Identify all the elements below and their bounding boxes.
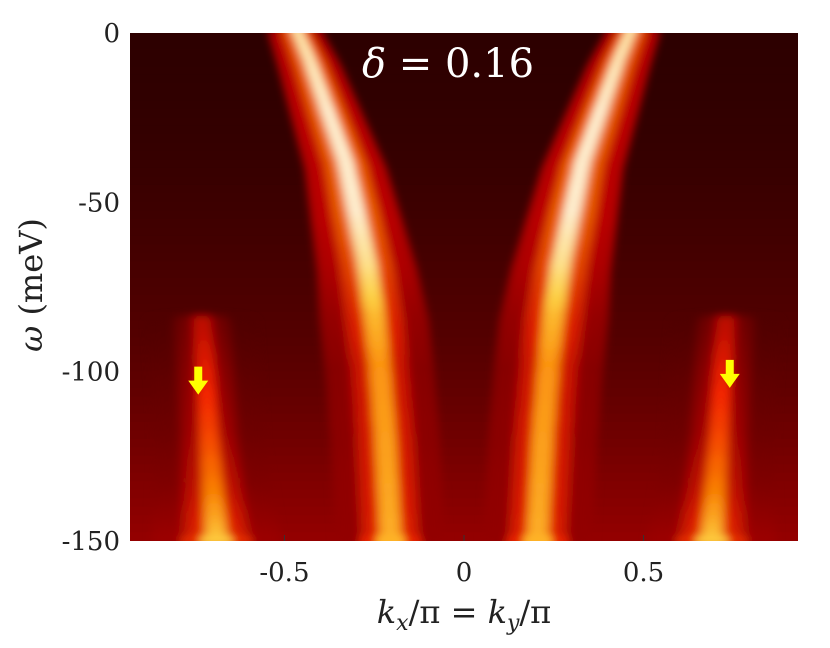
- heatmap-background-row: [130, 218, 798, 229]
- heatmap-background-row: [130, 515, 798, 525]
- heatmap-background-row: [130, 328, 798, 339]
- annotations: [188, 359, 740, 395]
- heatmap-background-row: [130, 278, 798, 288]
- arrow-annotation: [188, 366, 209, 395]
- heatmap-background-row: [130, 159, 798, 169]
- y-ticks: 0 -50 -100 -150: [62, 19, 120, 557]
- y-tick-label: -100: [62, 358, 120, 388]
- band-cell: [694, 534, 730, 541]
- heatmap-background-row: [130, 235, 798, 246]
- heatmap-background-row: [130, 506, 798, 517]
- heatmap-background-row: [130, 311, 798, 322]
- heatmap-background-row: [130, 125, 798, 136]
- xlabel-sub-x: x: [396, 611, 409, 636]
- heatmap-background-row: [130, 455, 798, 466]
- plot-area: [130, 33, 798, 541]
- xlabel-sub-y: y: [506, 611, 520, 636]
- heatmap-background-row: [130, 438, 798, 449]
- side-band-left: [145, 314, 282, 541]
- heatmap: [130, 33, 798, 541]
- heatmap-background-row: [130, 49, 798, 59]
- heatmap-background-row: [130, 261, 798, 271]
- heatmap-background-row: [130, 320, 798, 330]
- heatmap-background-row: [130, 472, 798, 483]
- heatmap-background-row: [130, 269, 798, 280]
- heatmap-background-row: [130, 252, 798, 263]
- side-band-right: [646, 314, 783, 541]
- arrow-annotation: [719, 359, 740, 388]
- y-tick-label: -150: [62, 527, 120, 557]
- heatmap-background-row: [130, 227, 798, 237]
- band-cell: [522, 530, 553, 541]
- main-band-right: [481, 33, 661, 541]
- ylabel-symbol: ω: [12, 326, 50, 352]
- heatmap-background-row: [130, 345, 798, 356]
- x-tick-label: 0.5: [623, 558, 664, 588]
- x-axis-label: kx/π = ky/π: [377, 593, 551, 636]
- heatmap-background-row: [130, 362, 798, 373]
- heatmap-background-row: [130, 100, 798, 110]
- heatmap-background-row: [130, 108, 798, 119]
- chart-title: δ = 0.16: [362, 41, 534, 87]
- x-tick-label: -0.5: [259, 558, 309, 588]
- heatmap-background-row: [130, 337, 798, 347]
- heatmap-background-row: [130, 210, 798, 220]
- heatmap-background-row: [130, 447, 798, 457]
- x-tick-label: 0: [456, 558, 473, 588]
- heatmap-background-row: [130, 379, 798, 390]
- title-value: 0.16: [445, 41, 534, 87]
- main-band-left: [267, 33, 447, 541]
- heatmap-background-row: [130, 413, 798, 423]
- heatmap-background-row: [130, 193, 798, 203]
- heatmap-background-row: [130, 430, 798, 440]
- xlabel-mid: /π =: [409, 593, 488, 631]
- heatmap-background-row: [130, 481, 798, 491]
- heatmap-background-row: [130, 142, 798, 153]
- heatmap-background-row: [130, 498, 798, 508]
- heatmap-background-row: [130, 176, 798, 186]
- xlabel-k2: k: [488, 593, 507, 631]
- heatmap-background-row: [130, 134, 798, 144]
- title-equals: =: [386, 41, 445, 87]
- heatmap-background-row: [130, 91, 798, 102]
- heatmap-background-row: [130, 40, 798, 51]
- heatmap-background-row: [130, 523, 798, 534]
- heatmap-background-row: [130, 167, 798, 178]
- heatmap-background-row: [130, 184, 798, 195]
- heatmap-background-row: [130, 405, 798, 415]
- x-ticks: -0.5 0 0.5: [259, 535, 664, 588]
- y-axis-label: ω (meV): [12, 218, 50, 352]
- heatmap-background-row: [130, 117, 798, 127]
- heatmap-background-row: [130, 354, 798, 364]
- heatmap-background-row: [130, 33, 798, 42]
- heatmap-background-row: [130, 388, 798, 398]
- heatmap-background-row: [130, 286, 798, 296]
- heatmap-background-row: [130, 83, 798, 93]
- heatmap-background-row: [130, 464, 798, 474]
- heatmap-background-row: [130, 396, 798, 407]
- xlabel-k: k: [377, 593, 396, 631]
- band-cell: [375, 530, 406, 541]
- xlabel-end: /π: [519, 593, 551, 631]
- heatmap-background-row: [130, 151, 798, 161]
- heatmap-background-row: [130, 421, 798, 432]
- heatmap-background-row: [130, 74, 798, 85]
- y-tick-label: 0: [103, 19, 120, 49]
- heatmap-background-row: [130, 303, 798, 313]
- band-cell: [198, 534, 234, 541]
- ylabel-rest: (meV): [12, 218, 50, 326]
- heatmap-background-row: [130, 201, 798, 212]
- heatmap-background-row: [130, 244, 798, 254]
- heatmap-background-row: [130, 294, 798, 305]
- heatmap-background-row: [130, 66, 798, 76]
- heatmap-background-row: [130, 489, 798, 500]
- title-symbol: δ: [362, 41, 386, 87]
- heatmap-background-row: [130, 57, 798, 68]
- heatmap-background-row: [130, 371, 798, 381]
- y-tick-label: -50: [78, 188, 120, 218]
